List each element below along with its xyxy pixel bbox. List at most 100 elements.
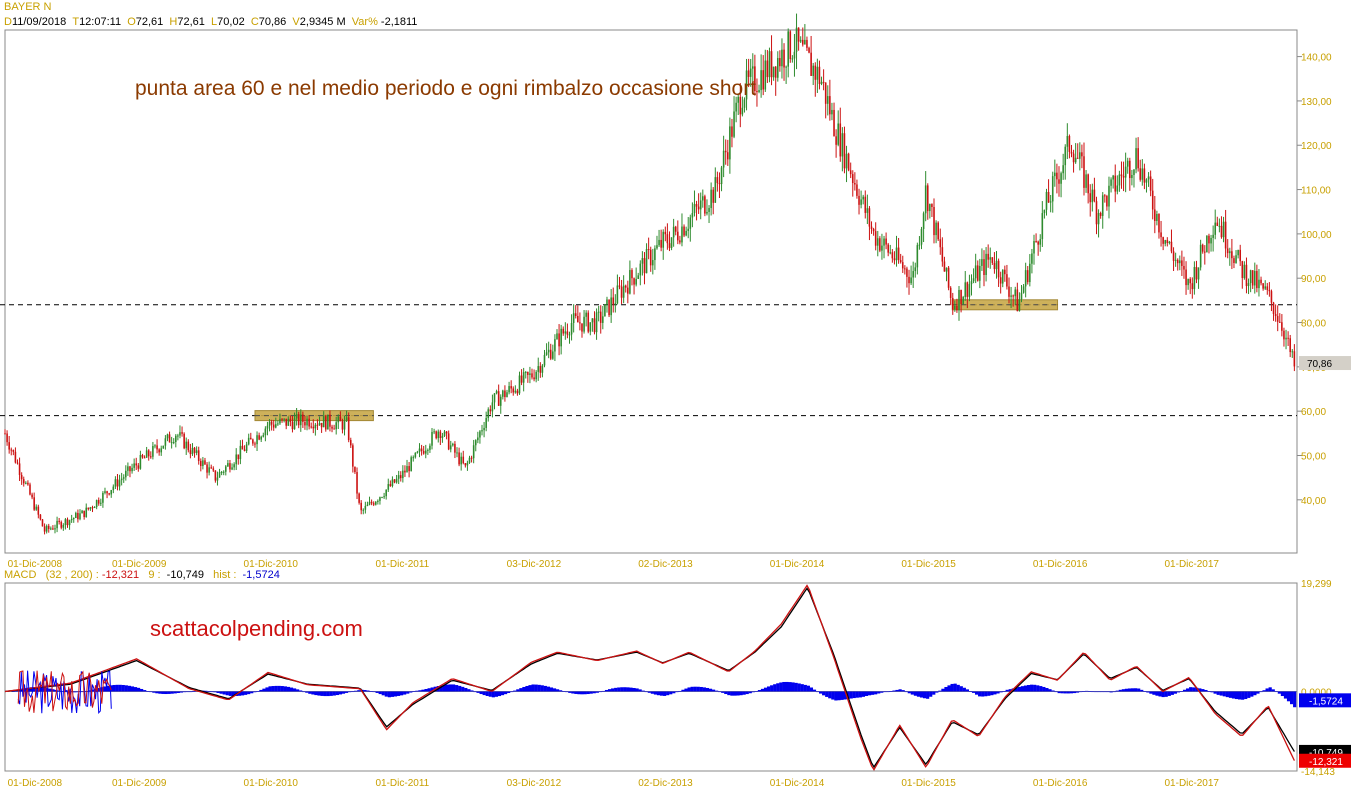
histogram-bar xyxy=(1234,691,1239,700)
price-y-tick-label: 80,00 xyxy=(1301,319,1326,330)
candle-body xyxy=(241,445,244,450)
histogram-bar xyxy=(296,689,300,692)
histogram-bar xyxy=(1106,691,1110,693)
candle-body xyxy=(808,47,810,53)
candle-body xyxy=(497,391,500,406)
histogram-bar xyxy=(589,691,593,694)
histogram-bar xyxy=(140,688,144,692)
candle-body xyxy=(297,414,300,426)
histogram-bar xyxy=(106,685,110,692)
price-chart[interactable]: 40,0050,0060,0070,0080,0090,00100,00110,… xyxy=(0,0,1352,570)
candle-body xyxy=(1076,157,1079,159)
histogram-bar xyxy=(335,691,339,696)
candle-body xyxy=(347,417,350,441)
candle-body xyxy=(637,275,640,279)
candle-body xyxy=(168,434,171,443)
candle-body xyxy=(249,437,252,440)
candle-body xyxy=(1108,185,1110,207)
candle-body xyxy=(858,195,860,205)
candle-body xyxy=(641,258,644,264)
histogram-bar xyxy=(708,688,713,692)
histogram-bar xyxy=(815,691,820,693)
candle-body xyxy=(279,418,281,424)
candle-body xyxy=(208,467,210,473)
candle-body xyxy=(6,433,8,443)
candle-body xyxy=(1047,191,1050,203)
candle-body xyxy=(481,430,483,432)
candle-body xyxy=(50,528,52,530)
histogram-bar xyxy=(825,691,829,697)
candle-body xyxy=(435,431,437,439)
candle-body xyxy=(987,253,989,260)
histogram-bar xyxy=(326,691,330,697)
histogram-bar xyxy=(1271,689,1275,692)
histogram-bar xyxy=(968,691,973,692)
candle-body xyxy=(302,414,304,422)
candle-body xyxy=(579,322,581,324)
candle-body xyxy=(1154,209,1156,221)
candle-body xyxy=(445,431,448,434)
histogram-bar xyxy=(354,690,358,692)
candle-body xyxy=(1054,172,1056,177)
histogram-bar xyxy=(773,684,777,692)
macd-value-tag-label: -12,321 xyxy=(1309,757,1343,768)
candle-body xyxy=(224,466,227,472)
candle-body xyxy=(1020,292,1023,300)
histogram-bar xyxy=(516,689,520,692)
candle-body xyxy=(591,318,594,323)
candle-body xyxy=(329,414,331,427)
candle-body xyxy=(1029,263,1031,283)
histogram-bar xyxy=(1030,684,1034,692)
histogram-bar xyxy=(932,691,936,695)
histogram-bar xyxy=(473,691,477,693)
candle-body xyxy=(556,333,558,340)
candle-body xyxy=(695,203,698,207)
histogram-bar xyxy=(1293,691,1297,708)
candle-body xyxy=(804,39,806,45)
candle-body xyxy=(531,373,533,378)
candle-body xyxy=(697,206,700,210)
histogram-bar xyxy=(470,690,474,692)
histogram-bar xyxy=(788,682,792,692)
candle-body xyxy=(331,426,333,429)
histogram-bar xyxy=(112,684,116,692)
candle-body xyxy=(14,451,17,463)
candle-body xyxy=(483,427,485,431)
histogram-bar xyxy=(733,691,737,696)
candle-body xyxy=(1122,175,1125,178)
candle-body xyxy=(118,480,121,487)
price-x-tick-label: 01-Dic-2009 xyxy=(112,559,167,570)
candle-body xyxy=(860,199,862,205)
candle-body xyxy=(506,392,508,398)
candle-body xyxy=(756,91,758,93)
candle-body xyxy=(25,482,27,484)
price-x-tick-label: 01-Dic-2011 xyxy=(375,559,429,570)
histogram-bar xyxy=(724,691,728,695)
candle-body xyxy=(70,519,73,521)
histogram-bar xyxy=(767,686,771,692)
price-y-tick-label: 140,00 xyxy=(1301,53,1332,64)
candle-body xyxy=(735,102,737,112)
candle-body xyxy=(679,240,681,243)
candle-body xyxy=(495,391,498,394)
histogram-bar xyxy=(1198,688,1202,692)
candle-body xyxy=(87,507,90,510)
candle-body xyxy=(920,228,923,245)
histogram-bar xyxy=(984,691,988,697)
candle-body xyxy=(356,472,358,494)
histogram-bar xyxy=(29,687,34,692)
histogram-bar xyxy=(929,691,933,697)
candle-body xyxy=(1285,337,1287,340)
histogram-bar xyxy=(1219,691,1223,696)
candle-body xyxy=(1062,165,1064,174)
candle-body xyxy=(1281,322,1283,331)
candle-body xyxy=(781,49,783,67)
macd-chart[interactable]: 19,299 0,0000 -14,143 01-Dic-2008 01-Dic-200… xyxy=(0,580,1352,800)
candle-body xyxy=(170,442,173,444)
candle-body xyxy=(452,443,454,446)
histogram-bar xyxy=(121,684,125,692)
histogram-bar xyxy=(1244,691,1248,700)
candle-body xyxy=(150,456,152,458)
candle-body xyxy=(477,437,479,441)
candle-body xyxy=(395,478,398,483)
